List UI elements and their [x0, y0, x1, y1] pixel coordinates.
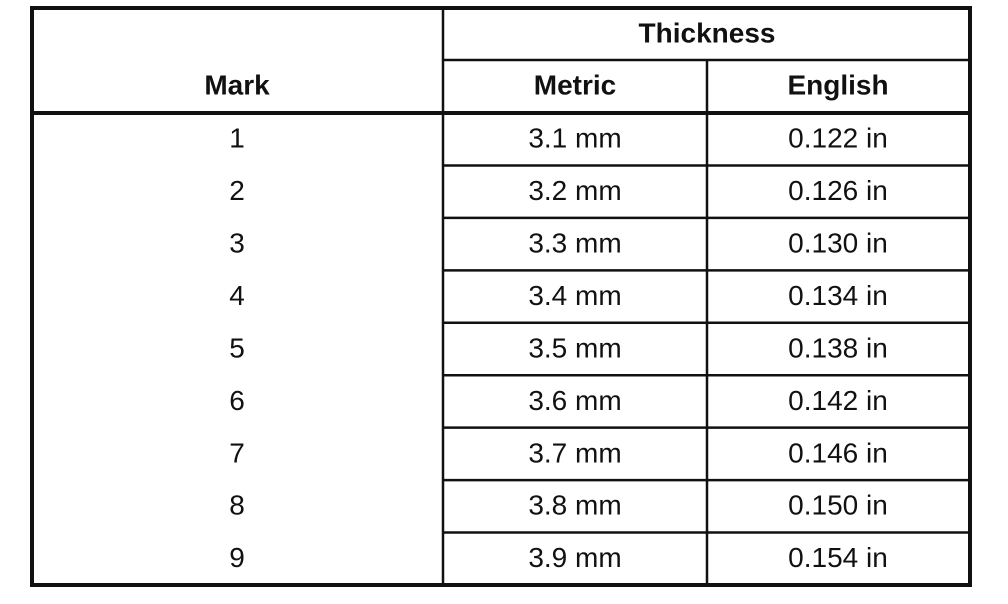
table-cell: 3.3 mm — [528, 228, 621, 259]
header-group: Thickness — [639, 17, 776, 48]
header-column: Metric — [534, 69, 616, 100]
table-cell: 4 — [229, 280, 245, 311]
row-lines — [443, 164, 970, 534]
table-cell: 3.7 mm — [528, 437, 621, 468]
table-cell: 3.6 mm — [528, 385, 621, 416]
table-cell: 0.134 in — [788, 280, 888, 311]
table-cell: 3.8 mm — [528, 490, 621, 521]
table-cell: 6 — [229, 385, 245, 416]
table-cell: 3.4 mm — [528, 280, 621, 311]
table-cell: 2 — [229, 175, 245, 206]
table-cell: 9 — [229, 542, 245, 573]
table-cell: 0.142 in — [788, 385, 888, 416]
table-cell: 3.9 mm — [528, 542, 621, 573]
table-cell: 0.126 in — [788, 175, 888, 206]
table-cell: 5 — [229, 332, 245, 363]
table-border — [30, 6, 972, 587]
table-cell: 3.2 mm — [528, 175, 621, 206]
table-cell: 8 — [229, 490, 245, 521]
table-cell: 3 — [229, 228, 245, 259]
header-mark: Mark — [204, 69, 270, 100]
header-column: English — [787, 69, 888, 100]
table-cell: 3.5 mm — [528, 332, 621, 363]
table-cell: 0.130 in — [788, 228, 888, 259]
table-cell: 0.154 in — [788, 542, 888, 573]
table-cell: 7 — [229, 437, 245, 468]
table-cell: 1 — [229, 123, 245, 154]
table-cell: 0.122 in — [788, 123, 888, 154]
table-cell: 3.1 mm — [528, 123, 621, 154]
table-cell: 0.150 in — [788, 490, 888, 521]
table-cell: 0.146 in — [788, 437, 888, 468]
table-cell: 0.138 in — [788, 332, 888, 363]
